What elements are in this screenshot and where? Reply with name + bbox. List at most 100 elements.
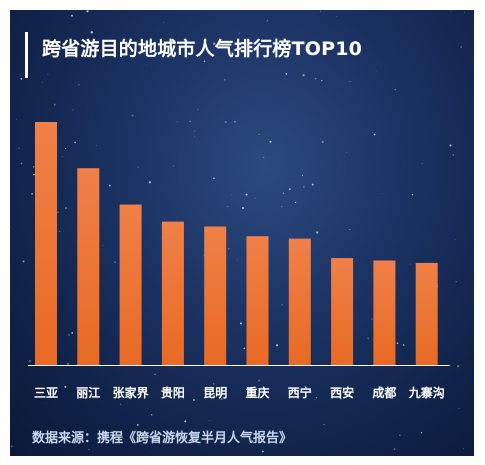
star [393,448,396,451]
bar-4 [204,226,227,365]
star [314,77,317,80]
category-label-5: 重庆 [245,385,269,400]
star [311,183,314,186]
star [20,162,23,165]
star [213,42,216,45]
star [237,259,239,261]
star [108,184,111,187]
star [454,239,456,240]
star [258,133,260,136]
category-label-2: 张家界 [113,385,149,400]
star [288,188,291,191]
star [47,73,49,75]
star [197,108,199,111]
star [462,448,464,450]
star [402,344,405,346]
star [285,72,288,75]
star [234,121,236,123]
star [301,174,304,176]
star [71,332,74,334]
star [316,231,319,234]
star [439,392,442,395]
star [314,399,316,401]
star [71,14,73,17]
chart-card: 跨省游目的地城市人气排行榜TOP10 三亚 丽江 张家界 贵阳 昆明 重庆 西宁 西安 成都 九寨… [10,10,474,456]
star [320,10,321,12]
star [78,84,80,86]
star [345,152,347,154]
star [33,173,35,176]
star [281,304,283,306]
star [213,177,215,179]
star [321,79,323,82]
star [145,64,147,66]
star [88,448,90,451]
bar-1 [77,168,100,365]
star [56,211,59,214]
star [263,156,265,158]
star [59,230,61,233]
star [150,413,153,416]
star [221,440,224,443]
star [302,185,306,188]
star [281,206,283,208]
star [298,47,301,50]
category-label-1: 丽江 [76,385,100,400]
star [349,228,351,231]
star [321,140,324,143]
bar-9 [415,262,438,365]
star [64,385,67,388]
star [45,402,47,404]
data-source-note: 数据来源：携程《跨省游恢复半月人气报告》 [32,431,293,446]
star [223,79,226,81]
star [382,193,383,195]
star [42,81,44,83]
star [302,74,305,77]
star [254,430,256,431]
bar-2 [119,204,142,365]
star [176,121,178,123]
category-label-4: 昆明 [203,386,227,400]
star [64,147,67,150]
star [245,193,248,196]
star [20,77,23,80]
bar-3 [161,221,184,365]
star [193,129,196,132]
star [349,80,351,82]
category-labels-group: 三亚 丽江 张家界 贵阳 昆明 重庆 西宁 西安 成都 九寨沟 [34,385,445,400]
category-label-6: 西宁 [288,385,312,400]
star [136,424,139,426]
star [241,206,245,210]
star [189,120,191,122]
star [275,344,279,347]
category-label-3: 贵阳 [161,385,185,400]
star [131,114,134,117]
star [172,165,174,167]
star [121,432,123,434]
star [457,365,460,368]
star [313,13,315,14]
star [146,455,147,456]
title-accent-bar [25,32,28,78]
star [238,32,240,34]
star [323,424,325,425]
star [208,420,210,422]
star [22,260,25,263]
bar-6 [288,238,311,365]
star [411,194,414,196]
bar-7 [331,258,354,365]
star [376,70,378,72]
star [137,166,139,168]
star [64,206,68,210]
star [154,373,156,376]
star [185,49,188,52]
star [61,155,63,157]
star [421,163,423,165]
star [449,144,452,147]
star [458,407,460,410]
star [239,322,242,325]
bar-8 [373,260,396,365]
star [166,55,169,58]
star [294,201,297,204]
category-label-8: 成都 [372,385,396,400]
